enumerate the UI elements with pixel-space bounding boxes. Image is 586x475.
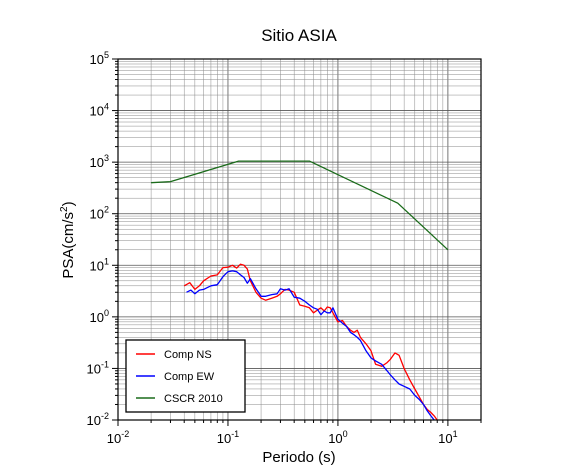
y-tick-label: 105 bbox=[90, 50, 109, 67]
y-tick-label-base: 10 bbox=[90, 310, 104, 325]
y-tick-label-base: 10 bbox=[87, 361, 101, 376]
chart-title: Sitio ASIA bbox=[261, 26, 337, 45]
legend: Comp NS Comp EW CSCR 2010 bbox=[125, 339, 246, 413]
y-tick-label: 102 bbox=[90, 205, 109, 222]
y-axis-label-sup: 2 bbox=[59, 206, 70, 212]
y-tick-label-exp: 2 bbox=[104, 205, 109, 215]
x-tick-label-exp: -2 bbox=[121, 429, 129, 439]
x-tick-label-exp: 1 bbox=[453, 429, 458, 439]
x-tick-label: 101 bbox=[438, 429, 457, 446]
y-tick-label-base: 10 bbox=[90, 207, 104, 222]
y-axis-label: PSA(cm/s2) bbox=[59, 201, 77, 278]
x-tick-label: 10-1 bbox=[217, 429, 239, 446]
y-axis-label-main: PSA(cm/s bbox=[60, 212, 77, 279]
y-tick-label: 100 bbox=[90, 308, 109, 325]
series-cscr-2010-line bbox=[151, 160, 449, 251]
x-tick-label-base: 10 bbox=[328, 431, 342, 446]
y-tick-label-exp: 1 bbox=[104, 256, 109, 266]
x-tick-label-exp: 0 bbox=[343, 429, 348, 439]
legend-label-cscr: CSCR 2010 bbox=[164, 393, 223, 405]
y-tick-label-exp: -1 bbox=[101, 359, 109, 369]
x-tick-labels: 10-2 10-1 100 101 bbox=[107, 429, 458, 446]
series-comp-ew-line bbox=[186, 270, 435, 420]
y-axis-label-tail: ) bbox=[60, 201, 77, 206]
y-tick-label-exp: 3 bbox=[104, 153, 109, 163]
plot-frame bbox=[117, 58, 482, 421]
y-tick-label: 10-1 bbox=[87, 359, 109, 376]
x-axis-label: Periodo (s) bbox=[262, 449, 335, 466]
y-tick-label: 103 bbox=[90, 153, 109, 170]
x-tick-label-base: 10 bbox=[107, 431, 121, 446]
y-tick-label-exp: 4 bbox=[104, 102, 109, 112]
y-tick-label: 101 bbox=[90, 256, 109, 273]
y-tick-label: 10-2 bbox=[87, 411, 109, 428]
y-tick-label-exp: -2 bbox=[101, 411, 109, 421]
x-tick-label: 10-2 bbox=[107, 429, 129, 446]
y-tick-label: 104 bbox=[90, 102, 109, 119]
x-tick-label: 100 bbox=[328, 429, 347, 446]
series-comp-ns-line bbox=[183, 263, 438, 420]
x-tick-label-exp: -1 bbox=[231, 429, 239, 439]
y-tick-label-exp: 0 bbox=[104, 308, 109, 318]
grid bbox=[117, 58, 482, 421]
data-lines bbox=[151, 160, 449, 420]
axis-ticks bbox=[112, 58, 482, 426]
y-tick-label-base: 10 bbox=[87, 413, 101, 428]
x-tick-label-base: 10 bbox=[438, 431, 452, 446]
legend-label-ew: Comp EW bbox=[164, 371, 215, 383]
x-tick-label-base: 10 bbox=[217, 431, 231, 446]
legend-label-ns: Comp NS bbox=[164, 349, 212, 361]
y-tick-label-base: 10 bbox=[90, 155, 104, 170]
y-tick-label-base: 10 bbox=[90, 104, 104, 119]
y-tick-label-exp: 5 bbox=[104, 50, 109, 60]
y-tick-label-base: 10 bbox=[90, 258, 104, 273]
y-tick-label-base: 10 bbox=[90, 52, 104, 67]
